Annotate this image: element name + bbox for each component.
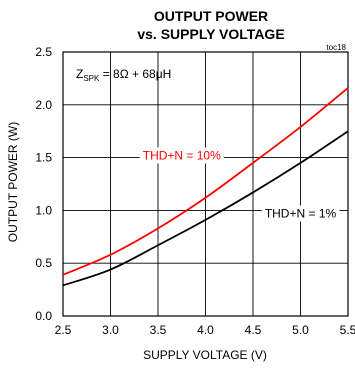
series-label-thd-10-background [139,147,225,164]
z-subscript: SPK [83,74,100,83]
y-tick-label: 0.0 [35,309,52,323]
chart-title-line2: vs. SUPPLY VOLTAGE [137,26,284,42]
grid-layer [63,52,348,316]
x-tick-label: 5.0 [292,323,309,337]
z-symbol: Z [76,67,83,81]
y-tick-label: 2.5 [35,45,52,59]
series-label-thd-1: THD+N = 1% [265,207,337,221]
x-tick-label: 2.5 [55,323,72,337]
figure-id-label: toc18 [326,43,346,52]
tick-layer: 2.5 3.0 3.5 4.0 4.5 5.0 5.5 0.0 0.5 1.0 1.5 2.0 2.5 [35,45,355,337]
x-tick-label: 4.0 [197,323,214,337]
x-tick-label: 3.5 [150,323,167,337]
chart-title-line1: OUTPUT POWER [154,8,268,24]
series-line-thd-1 [62,130,349,287]
y-axis-label: OUTPUT POWER (W) [6,122,20,242]
y-tick-label: 1.5 [35,151,52,165]
speaker-impedance-annotation: ZSPK = 8Ω + 68μH [76,67,171,83]
series-layer: THD+N = 10% THD+N = 1% [62,87,349,287]
y-tick-label: 0.5 [35,256,52,270]
series-label-thd-10: THD+N = 10% [143,148,221,162]
x-tick-label: 5.5 [340,323,355,337]
plot-frame [62,51,349,317]
y-tick-label: 2.0 [35,98,52,112]
x-axis-label: SUPPLY VOLTAGE (V) [143,348,267,362]
y-tick-label: 1.0 [35,203,52,217]
z-value: = 8Ω + 68μH [99,67,171,81]
series-line-thd-10 [62,87,349,276]
x-tick-label: 4.5 [245,323,262,337]
series-label-thd-1-background [261,205,340,222]
x-tick-label: 3.0 [102,323,119,337]
